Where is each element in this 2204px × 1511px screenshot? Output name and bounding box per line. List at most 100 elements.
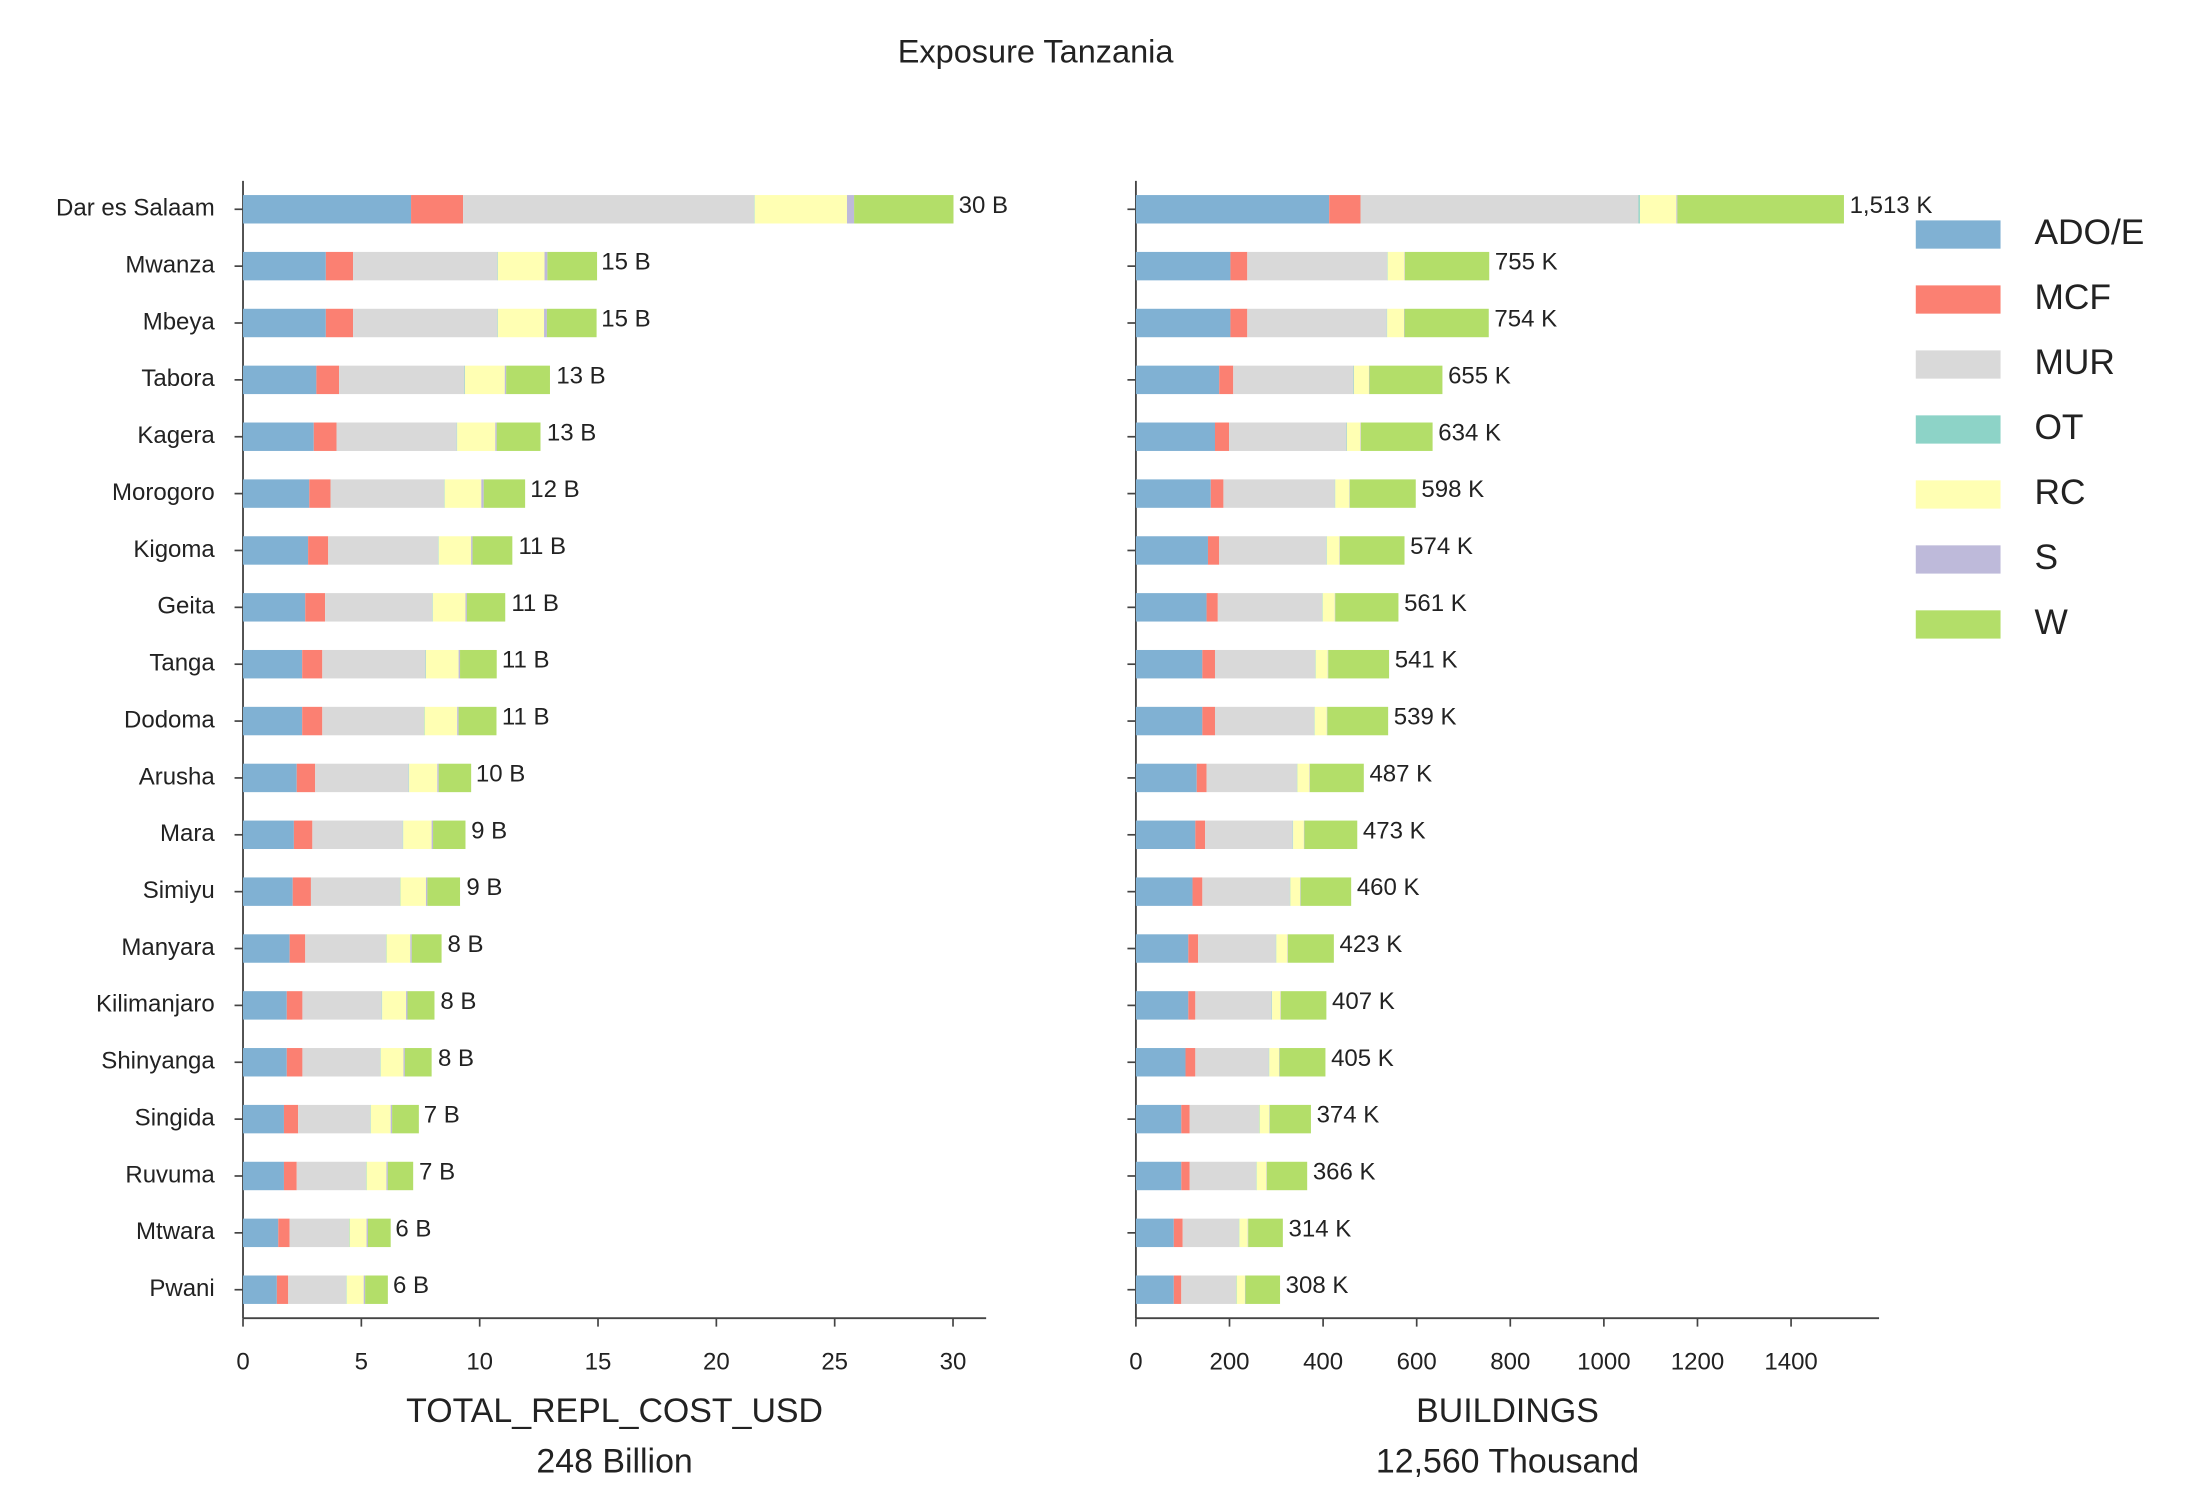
bar-segment: [1297, 763, 1310, 793]
bar-segment: [1135, 1218, 1174, 1248]
bar-segment: [346, 1275, 364, 1304]
y-tick-label: Shinyanga: [101, 1048, 215, 1075]
bar-segment: [286, 1048, 303, 1077]
total-label: 561 K: [1404, 590, 1467, 617]
bar-segment: [243, 195, 412, 224]
x-tick-label: 15: [585, 1349, 612, 1376]
total-label: 598 K: [1421, 476, 1484, 503]
total-label: 405 K: [1331, 1045, 1394, 1072]
y-tick-label: Mwanza: [125, 251, 215, 278]
x-tick-label: 600: [1397, 1349, 1437, 1376]
bar-segment: [754, 195, 847, 224]
bar-segment: [458, 706, 497, 736]
bar-segment: [1135, 251, 1231, 281]
bar-segment: [1280, 991, 1327, 1020]
bar-segment: [854, 195, 954, 224]
bar-segment: [1269, 1048, 1280, 1077]
bar-segment: [1182, 1218, 1239, 1248]
total-label: 8 B: [440, 988, 476, 1015]
total-label: 7 B: [424, 1102, 460, 1129]
bar-segment: [1239, 1218, 1248, 1248]
total-label: 366 K: [1313, 1159, 1376, 1186]
y-tick-label: Morogoro: [112, 479, 215, 506]
bar-segment: [427, 877, 461, 906]
y-tick-label: Mara: [160, 820, 215, 847]
bar-segment: [1230, 251, 1248, 281]
bar-segment: [382, 991, 407, 1020]
bar-segment: [1135, 1048, 1186, 1077]
bar-segment: [296, 1161, 367, 1191]
bar-segment: [243, 1104, 284, 1134]
total-label: 11 B: [518, 533, 566, 560]
x-axis-total: 248 Billion: [536, 1443, 692, 1481]
total-label: 15 B: [601, 249, 650, 276]
bar-segment: [1230, 308, 1248, 338]
total-label: 8 B: [447, 931, 483, 958]
bar-segment: [403, 820, 432, 850]
bar-segment: [1314, 706, 1327, 736]
bar-segment: [1135, 820, 1196, 850]
bar-segment: [1135, 195, 1330, 224]
legend-label: OT: [2034, 408, 2083, 447]
bar-segment: [1329, 195, 1361, 224]
bar-segment: [409, 763, 438, 793]
bar-segment: [302, 1048, 381, 1077]
y-tick-label: Tabora: [141, 365, 215, 392]
x-tick-label: 800: [1490, 1349, 1530, 1376]
bar-segment: [1135, 479, 1211, 508]
bar-segment: [1210, 479, 1224, 508]
total-label: 541 K: [1395, 647, 1458, 674]
bar-segment: [243, 593, 306, 622]
total-label: 423 K: [1340, 931, 1403, 958]
bar-segment: [497, 251, 545, 281]
bar-segment: [466, 593, 506, 622]
bar-segment: [363, 1275, 366, 1304]
bar-segment: [1335, 593, 1399, 622]
y-tick-label: Simiyu: [143, 877, 215, 904]
total-label: 539 K: [1394, 704, 1457, 731]
total-label: 11 B: [502, 647, 550, 674]
bar-segment: [437, 763, 439, 793]
bar-segment: [1266, 1161, 1308, 1191]
bar-segment: [1346, 422, 1361, 451]
bar-segment: [243, 365, 317, 395]
total-label: 11 B: [502, 704, 550, 731]
bar-segment: [483, 479, 526, 508]
x-tick-label: 30: [940, 1349, 967, 1376]
bar-segment: [312, 820, 403, 850]
total-label: 487 K: [1369, 760, 1432, 787]
bar-segment: [1293, 820, 1304, 850]
total-label: 755 K: [1495, 249, 1558, 276]
bar-segment: [471, 536, 473, 565]
total-label: 374 K: [1317, 1102, 1380, 1129]
x-tick-label: 5: [355, 1349, 368, 1376]
bar-segment: [1245, 1275, 1281, 1304]
bar-segment: [1676, 195, 1678, 224]
bar-segment: [322, 649, 426, 679]
bar-segment: [497, 308, 545, 338]
bar-segment: [288, 1275, 347, 1304]
bar-segment: [1198, 934, 1276, 963]
bar-segment: [495, 422, 497, 451]
bar-segment: [278, 1218, 290, 1248]
bar-segment: [1173, 1275, 1182, 1304]
bar-segment: [1247, 251, 1388, 281]
bar-segment: [1404, 308, 1489, 338]
bar-segment: [406, 991, 408, 1020]
bar-segment: [1181, 1161, 1190, 1191]
total-label: 13 B: [556, 362, 605, 389]
bar-segment: [325, 251, 354, 281]
bar-segment: [404, 1048, 432, 1077]
bar-segment: [1369, 365, 1443, 395]
bar-segment: [310, 877, 400, 906]
bar-segment: [349, 1218, 367, 1248]
bar-segment: [325, 593, 433, 622]
y-tick-label: Kigoma: [133, 536, 215, 563]
bar-segment: [292, 877, 311, 906]
x-tick-label: 1200: [1671, 1349, 1724, 1376]
bar-segment: [1214, 649, 1316, 679]
bar-segment: [302, 706, 323, 736]
bar-segment: [298, 1104, 371, 1134]
total-label: 574 K: [1410, 533, 1473, 560]
bar-segment: [1315, 649, 1328, 679]
